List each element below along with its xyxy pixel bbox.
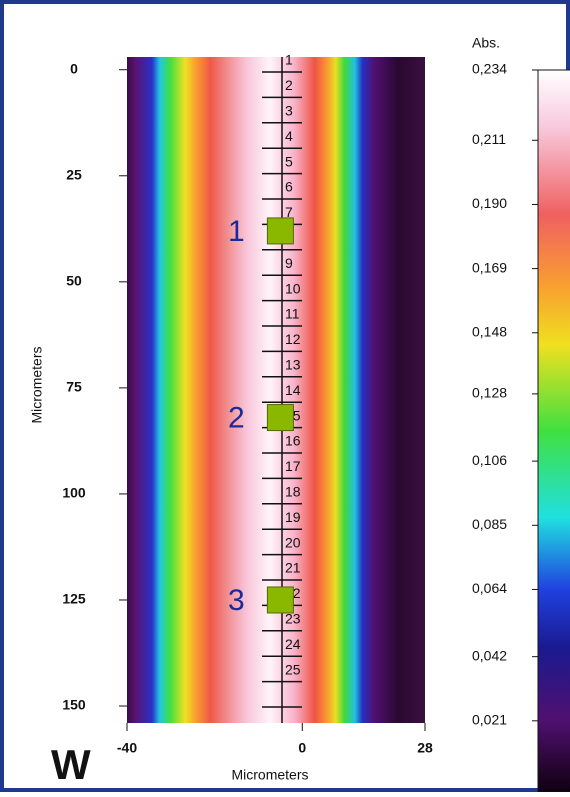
panel-label: W (51, 741, 91, 788)
y-tick-label: 125 (62, 591, 86, 607)
ruler-label: 14 (285, 382, 301, 398)
y-tick-label: 25 (66, 166, 82, 182)
ruler-label: 21 (285, 560, 301, 576)
x-axis-label: Micrometers (231, 767, 308, 783)
y-tick-label: 0 (70, 60, 78, 76)
y-tick-label: 150 (62, 697, 86, 713)
ruler-label: 9 (285, 255, 293, 271)
ruler-label: 16 (285, 433, 301, 449)
colorbar-tick-label: 0,128 (472, 385, 507, 401)
ruler-label: 10 (285, 280, 301, 296)
x-tick-label: -40 (117, 740, 137, 756)
ruler-label: 13 (285, 357, 301, 373)
colorbar-tick-label: 0,106 (472, 452, 507, 468)
marker-label: 1 (228, 215, 245, 248)
marker (267, 405, 293, 431)
ruler-label: 19 (285, 509, 301, 525)
y-tick-label: 50 (66, 273, 82, 289)
ruler-label: 20 (285, 534, 301, 550)
ruler-label: 11 (285, 306, 300, 322)
colorbar-title: Abs. (472, 35, 500, 51)
ruler-label: 4 (285, 128, 293, 144)
ruler-label: 17 (285, 458, 301, 474)
colorbar-tick-label: 0,234 (472, 61, 507, 77)
x-tick-label: 0 (298, 740, 306, 756)
colorbar-tick-label: 0,085 (472, 516, 507, 532)
y-tick-label: 100 (62, 485, 86, 501)
marker (267, 218, 293, 244)
colorbar-tick-label: 0,064 (472, 580, 507, 596)
marker-label: 2 (228, 401, 245, 434)
colorbar-tick-label: 0,148 (472, 323, 507, 339)
y-axis-label: Micrometers (29, 346, 45, 423)
colorbar-tick-label: 0,211 (472, 131, 506, 147)
ruler-label: 6 (285, 179, 293, 195)
x-tick-label: 28 (417, 740, 433, 756)
ruler-label: 25 (285, 661, 301, 677)
ruler-label: 18 (285, 484, 301, 500)
ruler-label: 24 (285, 636, 301, 652)
marker-label: 3 (228, 584, 245, 617)
ruler-label: 12 (285, 331, 301, 347)
colorbar-tick-label: 0,190 (472, 195, 507, 211)
ruler-label: 2 (285, 77, 293, 93)
colorbar-tick-label: 0,021 (472, 712, 507, 728)
ruler-label: 1 (285, 52, 293, 68)
colorbar-tick-label: 0,042 (472, 647, 507, 663)
chart: W Micrometers Micrometers Abs. 025507510… (0, 0, 570, 792)
marker (267, 587, 293, 613)
ruler-label: 3 (285, 103, 293, 119)
colorbar-tick-label: 0,169 (472, 259, 507, 275)
colorbar (538, 70, 570, 792)
y-tick-label: 75 (66, 379, 82, 395)
ruler-label: 5 (285, 153, 293, 169)
heatmap-image (127, 57, 425, 723)
